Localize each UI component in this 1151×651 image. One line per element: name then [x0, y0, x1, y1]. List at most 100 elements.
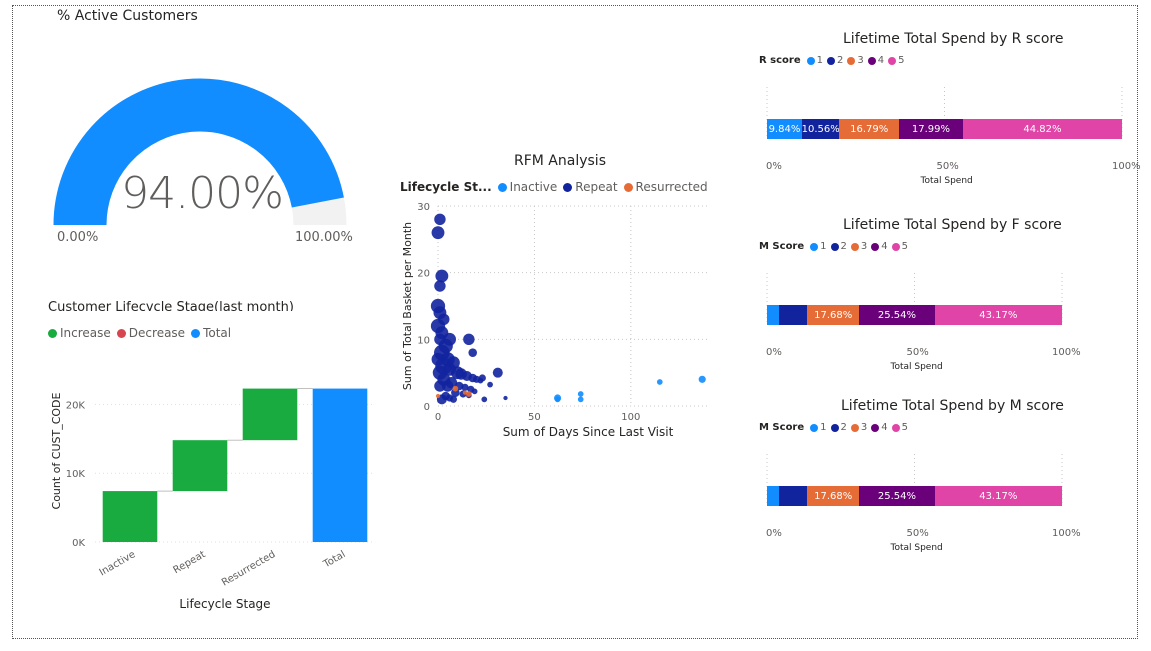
legend-dot-icon: [810, 423, 819, 432]
scatter-point[interactable]: [471, 388, 478, 395]
scatter-point[interactable]: [431, 226, 445, 240]
x-tick-label: 0%: [766, 528, 782, 539]
scatter-point[interactable]: [468, 348, 477, 357]
legend-item[interactable]: 1: [810, 422, 827, 433]
legend-item[interactable]: 2: [830, 422, 847, 433]
legend-dot-icon: [623, 182, 633, 192]
bar-segment-score-1[interactable]: [767, 305, 780, 325]
scatter-point[interactable]: [554, 396, 561, 403]
waterfall-bar[interactable]: [102, 491, 158, 542]
legend-label: 4: [881, 422, 888, 433]
bar-segment-score-5[interactable]: 44.82%: [962, 119, 1122, 139]
x-tick-label: Resurrected: [220, 549, 278, 589]
waterfall-bar[interactable]: [312, 388, 368, 542]
legend-item[interactable]: 3: [850, 422, 867, 433]
scatter-point[interactable]: [698, 375, 706, 383]
scatter-point[interactable]: [435, 393, 441, 399]
legend-label: 2: [840, 241, 847, 252]
bar-segment-score-3[interactable]: 17.68%: [807, 486, 860, 506]
bar-segment-score-2[interactable]: 10.56%: [801, 119, 840, 139]
legend-item[interactable]: 3: [847, 55, 864, 66]
legend-title: M Score: [759, 422, 805, 433]
bar-segment-label: 43.17%: [979, 309, 1018, 321]
spend_r-title: Lifetime Total Spend by R score: [843, 31, 1064, 47]
legend-item[interactable]: 1: [806, 55, 823, 66]
legend-item[interactable]: 4: [867, 55, 885, 66]
bar-segment-score-5[interactable]: 43.17%: [934, 305, 1062, 325]
legend-label: 4: [877, 55, 885, 66]
bar-segment-score-5[interactable]: 43.17%: [934, 486, 1062, 506]
y-tick-label: 20: [417, 269, 430, 280]
scatter-point[interactable]: [449, 395, 457, 403]
y-tick-label: 0K: [72, 538, 85, 549]
rfm-scatter-chart: 0 10 20 30 0 50 100 Sum of Days Since Last Visi…: [401, 202, 708, 439]
bar-segment-score-2[interactable]: [779, 486, 808, 506]
legend-item[interactable]: Repeat: [563, 180, 618, 194]
scatter-point[interactable]: [577, 396, 584, 403]
legend-item[interactable]: 5: [888, 55, 905, 66]
legend-item[interactable]: 1: [810, 241, 827, 252]
legend-item[interactable]: 5: [891, 241, 908, 252]
waterfall-bar[interactable]: [242, 388, 298, 441]
legend-item[interactable]: 2: [827, 55, 843, 66]
spend_r-legend: R score 1 2 3 4 5: [759, 55, 909, 66]
legend-item[interactable]: 3: [850, 241, 867, 252]
legend-label: 4: [881, 241, 888, 252]
waterfall-bar[interactable]: [172, 440, 228, 492]
bar-segment-score-2[interactable]: [779, 305, 808, 325]
scatter-point[interactable]: [461, 383, 469, 391]
bar-segment-score-4[interactable]: 17.99%: [899, 119, 963, 139]
scatter-point[interactable]: [431, 352, 445, 366]
spend_f-stacked-bar: 17.68% 25.54% 43.17%: [767, 305, 1062, 325]
spend_f-legend: M Score 1 2 3 4 5: [759, 241, 912, 252]
scatter-point[interactable]: [656, 379, 663, 385]
bar-segment-score-3[interactable]: 17.68%: [807, 305, 860, 325]
scatter-point[interactable]: [463, 333, 475, 346]
legend-dot-icon: [830, 242, 839, 251]
scatter-point[interactable]: [466, 391, 472, 397]
scatter-point[interactable]: [452, 385, 459, 392]
legend-dot-icon: [850, 242, 859, 251]
scatter-point[interactable]: [503, 395, 508, 401]
report-canvas: [12, 5, 1138, 639]
scatter-point[interactable]: [434, 213, 446, 226]
bar-segment-label: 17.68%: [814, 490, 853, 502]
bar-segment-score-4[interactable]: 25.54%: [859, 305, 935, 325]
bar-segment-score-1[interactable]: 9.84%: [767, 119, 802, 139]
x-tick-label: 50%: [936, 161, 959, 172]
scatter-point[interactable]: [577, 391, 584, 397]
x-tick-label: 50: [528, 412, 541, 423]
legend-item[interactable]: Resurrected: [623, 180, 708, 194]
legend-item[interactable]: 4: [871, 422, 888, 433]
bar-segment-score-3[interactable]: 16.79%: [839, 119, 899, 139]
bar-segment-score-4[interactable]: 25.54%: [859, 486, 935, 506]
gauge-chart: [53, 78, 347, 226]
bar-segment-label: 17.99%: [911, 123, 950, 135]
legend-label: Resurrected: [635, 180, 708, 194]
scatter-point[interactable]: [434, 280, 446, 292]
legend-label: 1: [820, 241, 827, 252]
legend-item[interactable]: 5: [891, 422, 908, 433]
legend-item[interactable]: 4: [871, 241, 888, 252]
scatter-point[interactable]: [487, 381, 493, 388]
legend-item[interactable]: Decrease: [116, 326, 185, 340]
bar-segment-score-1[interactable]: [767, 486, 780, 506]
legend-item[interactable]: Increase: [48, 326, 111, 340]
y-tick-label: 20K: [66, 400, 86, 411]
scatter-point[interactable]: [481, 396, 488, 403]
legend-dot-icon: [867, 56, 876, 65]
x-tick-label: Repeat: [172, 549, 208, 576]
scatter-point[interactable]: [434, 380, 446, 392]
gauge-value: 94.00%: [121, 168, 284, 219]
legend-item[interactable]: 2: [830, 241, 847, 252]
x-tick-label: 0%: [766, 347, 782, 358]
scatter-point[interactable]: [435, 269, 449, 283]
legend-item[interactable]: Total: [191, 326, 231, 340]
lifecycle-legend: Increase Decrease Total: [48, 326, 237, 340]
scatter-point[interactable]: [462, 390, 468, 395]
scatter-point[interactable]: [492, 367, 503, 378]
bar-segment-label: 17.68%: [814, 309, 853, 321]
legend-item[interactable]: Inactive: [497, 180, 557, 194]
scatter-point[interactable]: [478, 374, 486, 382]
bar-segment-label: 9.84%: [768, 123, 801, 135]
